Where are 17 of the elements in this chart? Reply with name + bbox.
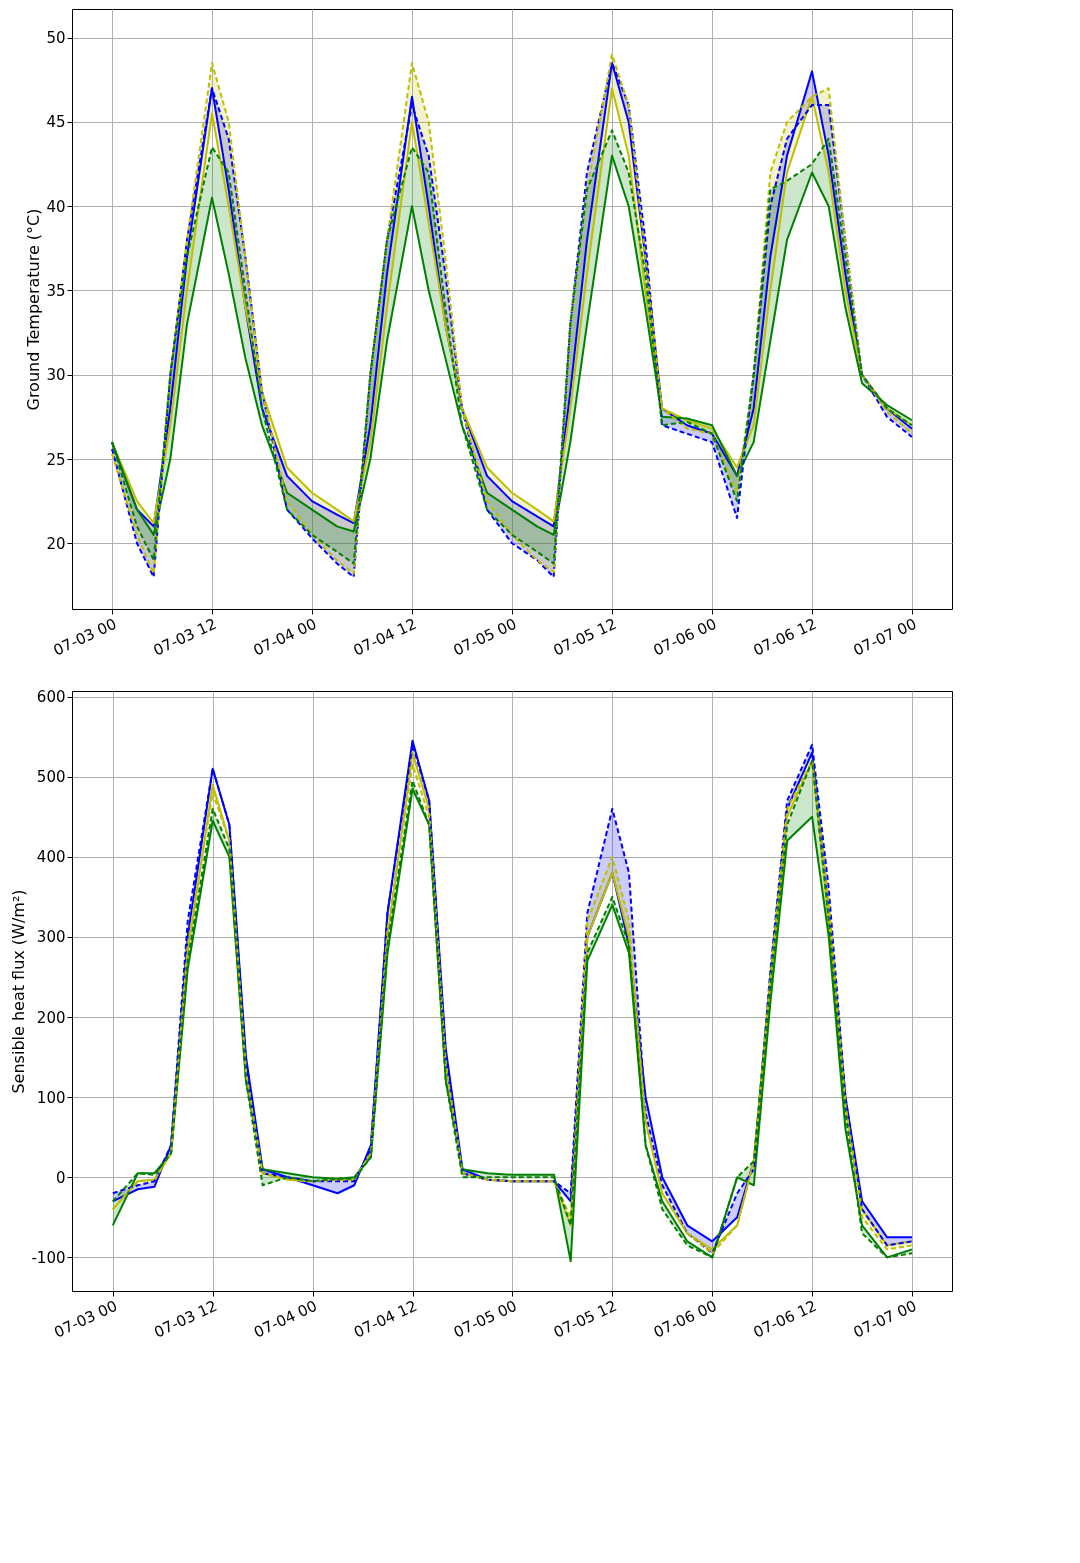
y-tick-label: 0 — [55, 1168, 66, 1187]
y-tick-label: 500 — [36, 768, 66, 787]
y-tick-label: 400 — [36, 848, 66, 867]
y-axis-title: Sensible heat flux (W/m²) — [9, 889, 29, 1094]
y-tick-label: 50 — [46, 29, 66, 48]
y-tick-label: 300 — [36, 928, 66, 947]
y-tick-label: 100 — [36, 1088, 66, 1107]
y-tick-label: -100 — [31, 1248, 66, 1267]
y-tick-label: 200 — [36, 1008, 66, 1027]
y-tick-label: 20 — [46, 534, 66, 553]
y-tick-label: 40 — [46, 197, 66, 216]
y-tick-label: 45 — [46, 113, 66, 132]
y-tick-label: 600 — [36, 688, 66, 707]
y-tick-label: 35 — [46, 281, 66, 300]
y-axis-title: Ground Temperature (°C) — [24, 208, 44, 411]
y-tick-label: 25 — [46, 450, 66, 469]
y-tick-label: 30 — [46, 366, 66, 385]
